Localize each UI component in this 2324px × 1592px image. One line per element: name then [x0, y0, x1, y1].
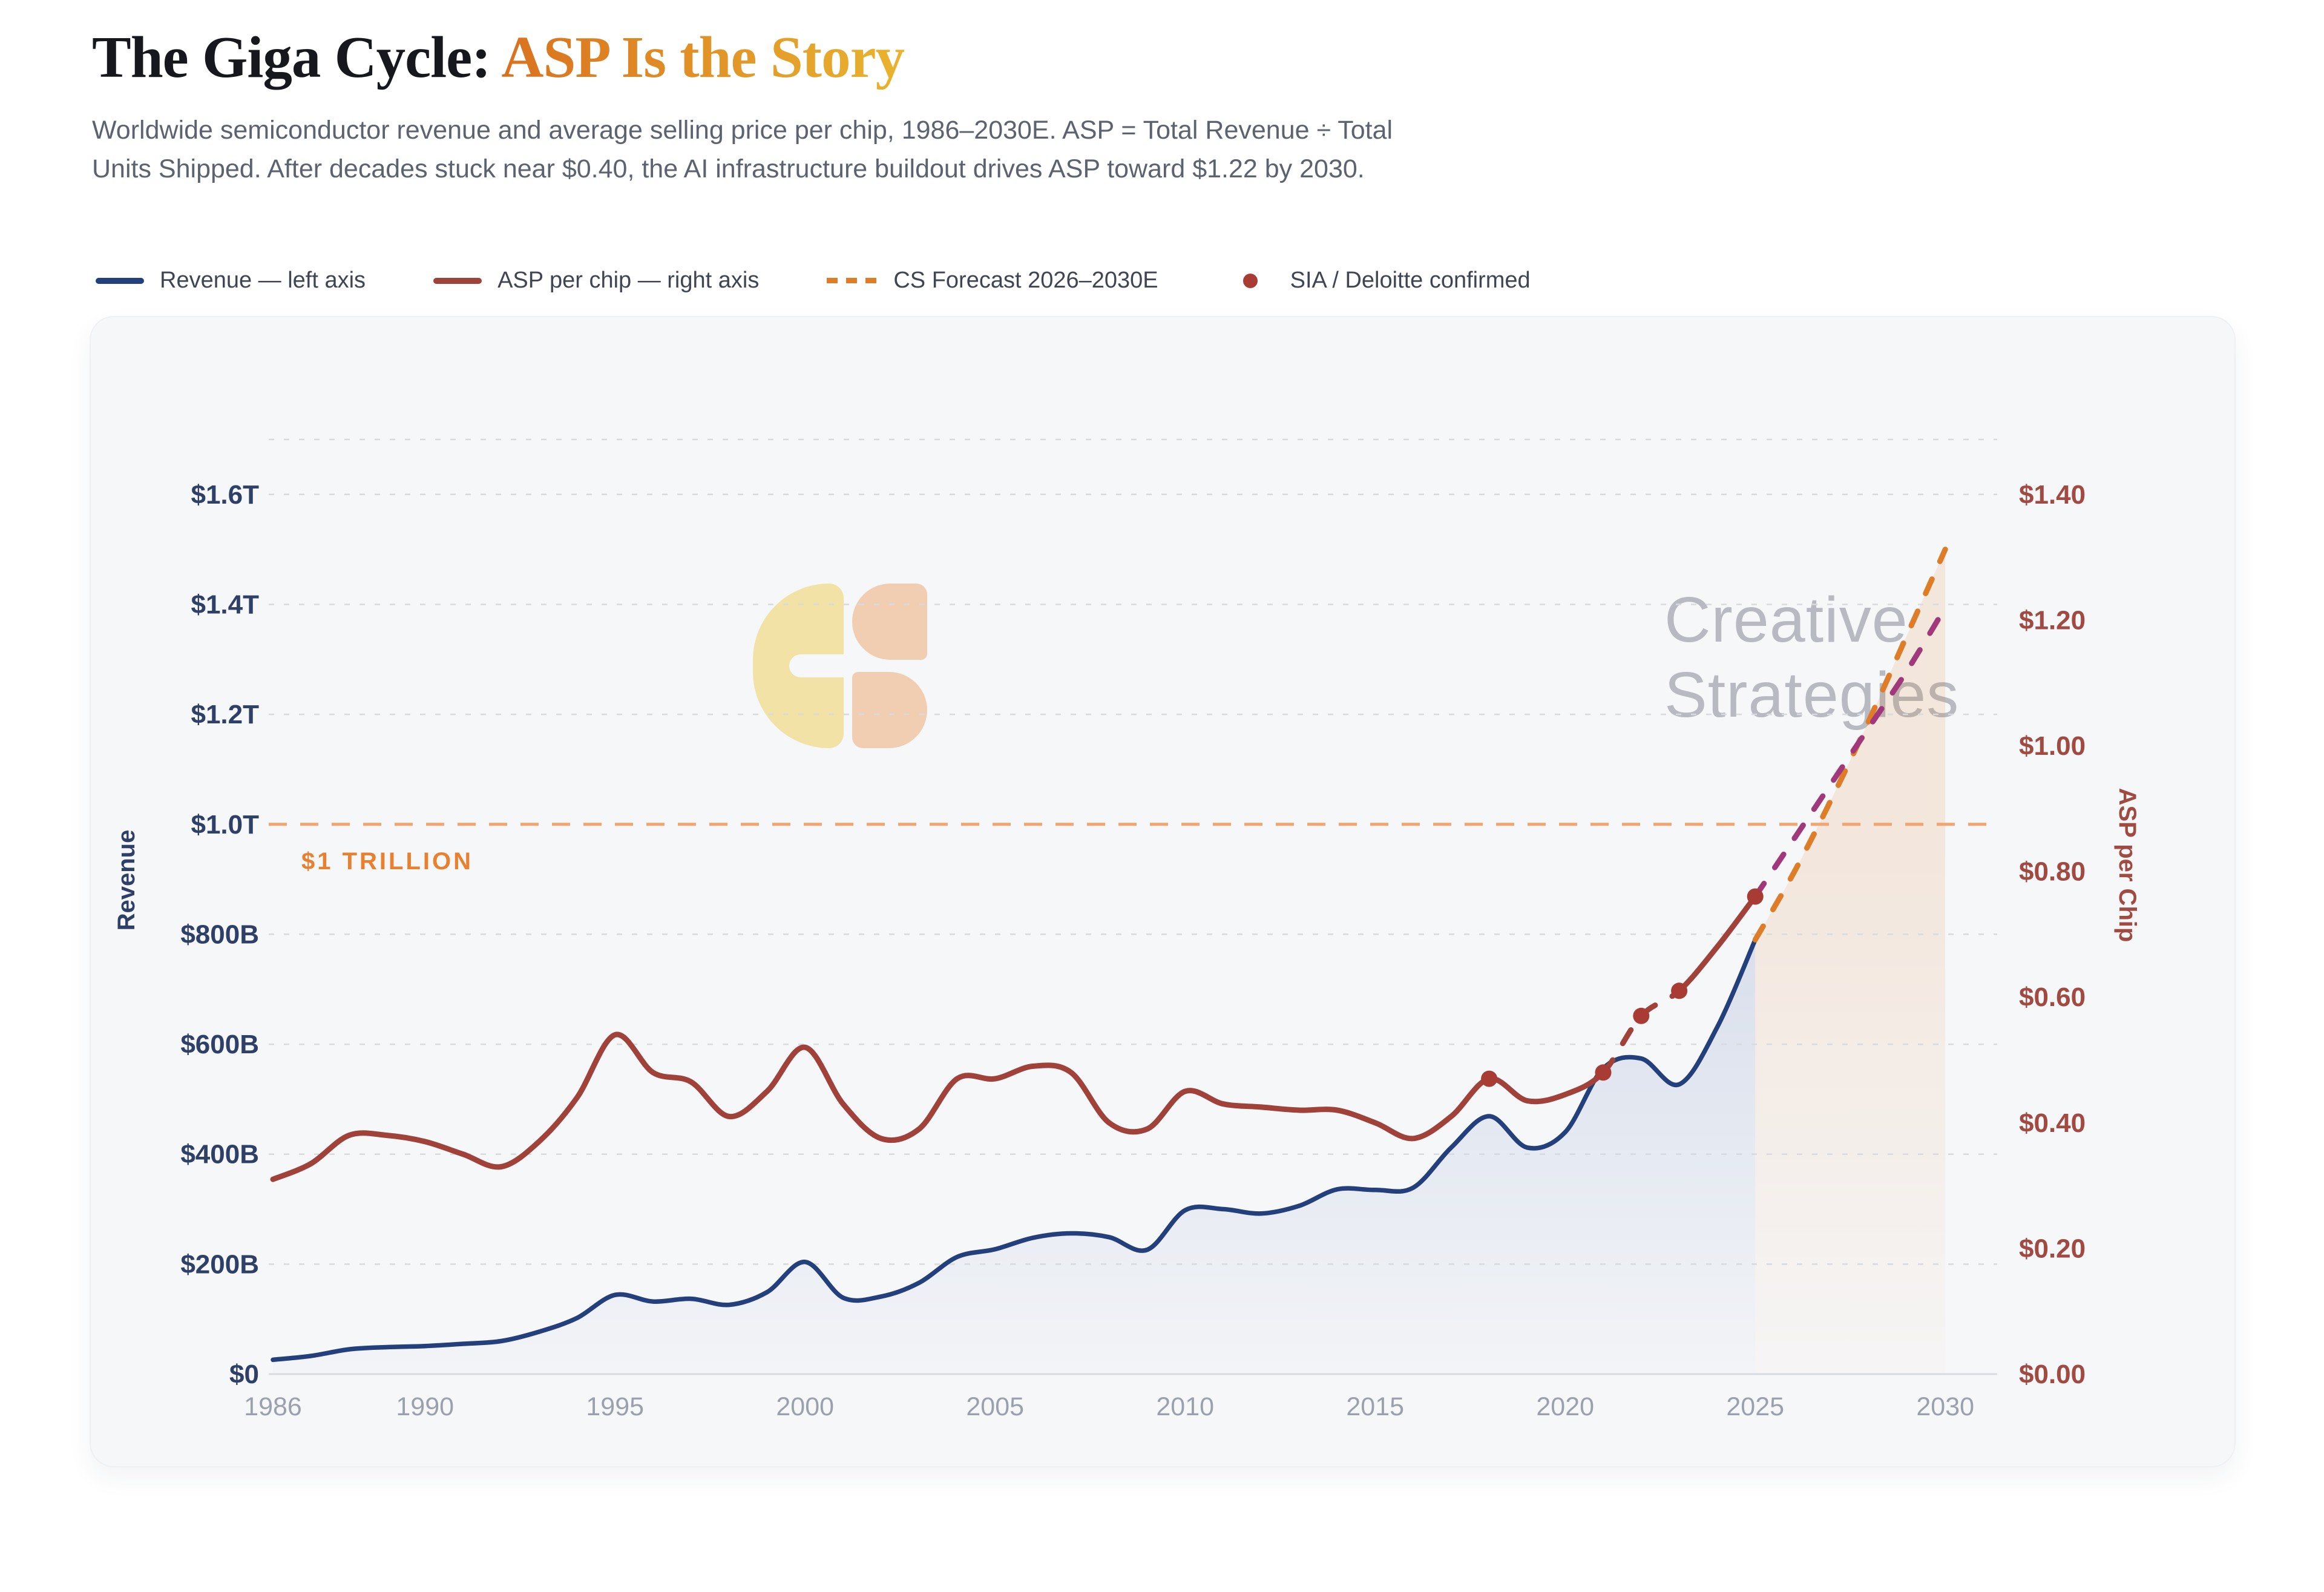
forecast-dash-swatch [827, 278, 878, 283]
asp-line [270, 1031, 1606, 1182]
legend-item-forecast: CS Forecast 2026–2030E [827, 268, 1158, 294]
right-tick-label: $0.20 [2019, 1234, 2086, 1263]
asp-line [1676, 893, 1758, 994]
left-tick-label: $1.2T [191, 700, 259, 729]
legend-item-revenue: Revenue — left axis [96, 268, 366, 294]
creative-strategies-logo-icon [753, 584, 928, 748]
asp-line-swatch [433, 277, 482, 284]
grid-lines [269, 438, 1997, 1375]
right-axis-title: ASP per Chip [2114, 788, 2141, 942]
left-axis-title: Revenue [113, 830, 140, 931]
revenue-forecast-line [1752, 547, 1948, 942]
x-tick-label: 2025 [1726, 1392, 1784, 1421]
forecast-area-fill [1755, 549, 1946, 1374]
x-tick-label: 1995 [586, 1392, 644, 1421]
x-axis-ticks: 1986 1990 1995 2000 2005 2010 2015 2020 2025 2030 [244, 1392, 1974, 1421]
x-tick-label: 2015 [1346, 1392, 1404, 1421]
legend-item-asp: ASP per chip — right axis [433, 268, 759, 294]
right-axis-ticks: $1.40 $1.20 $1.00 $0.80 $0.60 $0.40 $0.20 $0.00 [2019, 480, 2086, 1389]
page-title-dark: The Giga Cycle: [92, 25, 502, 90]
revenue-line [271, 937, 1758, 1363]
trillion-annotation: $1 TRILLION [269, 823, 1997, 875]
right-tick-label: $0.80 [2019, 857, 2086, 887]
legend-label: SIA / Deloitte confirmed [1290, 268, 1531, 293]
x-tick-label: 2020 [1536, 1392, 1594, 1421]
page-title-accent: ASP Is the Story [501, 25, 905, 90]
left-tick-label: $200B [180, 1249, 259, 1279]
legend-label: ASP per chip — right axis [497, 268, 760, 293]
legend-item-confirmed: SIA / Deloitte confirmed [1226, 268, 1531, 294]
left-tick-label: $0 [229, 1360, 259, 1389]
giga-cycle-chart: $1 TRILLION $1.6T $1.4T $1.2T $1.0T $800B $600… [113, 438, 2141, 1421]
confirmed-dot-2018 [1481, 1070, 1498, 1087]
area-fills [273, 549, 1946, 1374]
revenue-area-fill [273, 939, 1756, 1374]
left-tick-label: $1.4T [191, 590, 259, 620]
left-tick-label: $400B [180, 1140, 259, 1169]
x-tick-label: 1986 [244, 1392, 302, 1421]
right-tick-label: $0.00 [2019, 1360, 2086, 1389]
right-tick-label: $1.40 [2019, 480, 2086, 510]
confirmed-dot-2023 [1671, 982, 1688, 999]
header: The Giga Cycle: ASP Is the Story Worldwi… [92, 25, 1393, 188]
x-tick-label: 2005 [966, 1392, 1024, 1421]
confirmed-dots [1481, 888, 1764, 1087]
subtitle-line-1: Worldwide semiconductor revenue and aver… [92, 115, 1393, 145]
right-tick-label: $0.40 [2019, 1108, 2086, 1138]
confirmed-dot-2022 [1633, 1007, 1650, 1024]
x-tick-label: 2000 [776, 1392, 834, 1421]
left-tick-label: $600B [180, 1030, 259, 1059]
confirmed-dot-2021 [1595, 1064, 1612, 1081]
right-tick-label: $0.60 [2019, 982, 2086, 1012]
asp-forecast-line [1752, 605, 1948, 900]
left-tick-label: $800B [180, 919, 259, 949]
legend-label: CS Forecast 2026–2030E [893, 268, 1158, 293]
x-tick-label: 2030 [1916, 1392, 1974, 1421]
subtitle: Worldwide semiconductor revenue and aver… [92, 111, 1393, 188]
x-tick-label: 2010 [1156, 1392, 1214, 1421]
subtitle-line-2: Units Shipped. After decades stuck near … [92, 154, 1365, 183]
x-tick-label: 1990 [396, 1392, 454, 1421]
legend-label: Revenue — left axis [160, 268, 366, 293]
trillion-label: $1 TRILLION [301, 848, 473, 875]
page-title: The Giga Cycle: ASP Is the Story [92, 25, 1393, 90]
chart-legend: Revenue — left axis ASP per chip — right… [96, 268, 1531, 294]
right-tick-label: $1.00 [2019, 731, 2086, 761]
chart-card: Creative Strategies $1 TRILLION $1.6T $1.4… [90, 316, 2236, 1467]
left-tick-label: $1.6T [191, 480, 259, 510]
right-tick-label: $1.20 [2019, 605, 2086, 635]
confirmed-dot-swatch [1242, 273, 1258, 288]
revenue-line-swatch [96, 277, 144, 284]
left-tick-label: $1.0T [191, 810, 259, 840]
left-axis-ticks: $1.6T $1.4T $1.2T $1.0T $800B $600B $400B $200B… [180, 480, 259, 1389]
confirmed-dot-2025 [1747, 888, 1764, 905]
